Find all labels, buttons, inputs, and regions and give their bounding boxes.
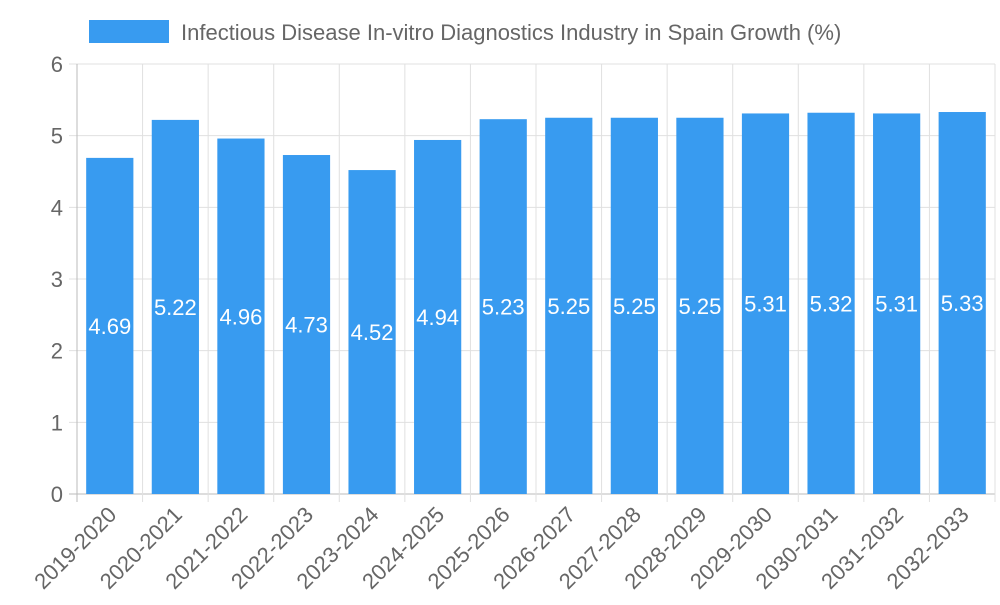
bar[interactable]: [414, 139, 462, 494]
bar[interactable]: [938, 112, 986, 495]
data-label: 5.25: [679, 294, 722, 319]
data-label: 5.31: [875, 292, 918, 317]
data-label: 4.69: [88, 314, 131, 339]
y-tick-label: 1: [51, 410, 63, 435]
data-label: 5.25: [547, 294, 590, 319]
data-label: 4.52: [351, 320, 394, 345]
y-tick-label: 5: [51, 124, 63, 149]
bar[interactable]: [86, 157, 134, 494]
bar[interactable]: [348, 170, 396, 495]
legend[interactable]: Infectious Disease In-vitro Diagnostics …: [89, 20, 841, 45]
bar[interactable]: [217, 138, 265, 495]
bar[interactable]: [610, 117, 658, 494]
y-tick-label: 3: [51, 267, 63, 292]
data-label: 4.73: [285, 313, 328, 338]
data-label: 4.96: [220, 304, 263, 329]
data-label: 5.31: [744, 292, 787, 317]
y-tick-label: 4: [51, 195, 63, 220]
data-label: 5.22: [154, 295, 197, 320]
bar[interactable]: [545, 117, 593, 494]
y-tick-label: 6: [51, 52, 63, 77]
bar[interactable]: [807, 112, 855, 494]
bar[interactable]: [873, 113, 921, 494]
data-label: 5.25: [613, 294, 656, 319]
bar[interactable]: [676, 117, 724, 494]
legend-label: Infectious Disease In-vitro Diagnostics …: [181, 20, 841, 45]
legend-swatch: [89, 20, 169, 43]
y-tick-label: 0: [51, 482, 63, 507]
bar[interactable]: [151, 119, 199, 495]
y-tick-label: 2: [51, 339, 63, 364]
bar[interactable]: [282, 155, 331, 494]
data-label: 5.33: [941, 291, 984, 316]
bar[interactable]: [741, 113, 790, 494]
bar[interactable]: [479, 119, 527, 494]
data-label: 5.23: [482, 295, 525, 320]
data-label: 4.94: [416, 305, 459, 330]
data-label: 5.32: [810, 291, 853, 316]
